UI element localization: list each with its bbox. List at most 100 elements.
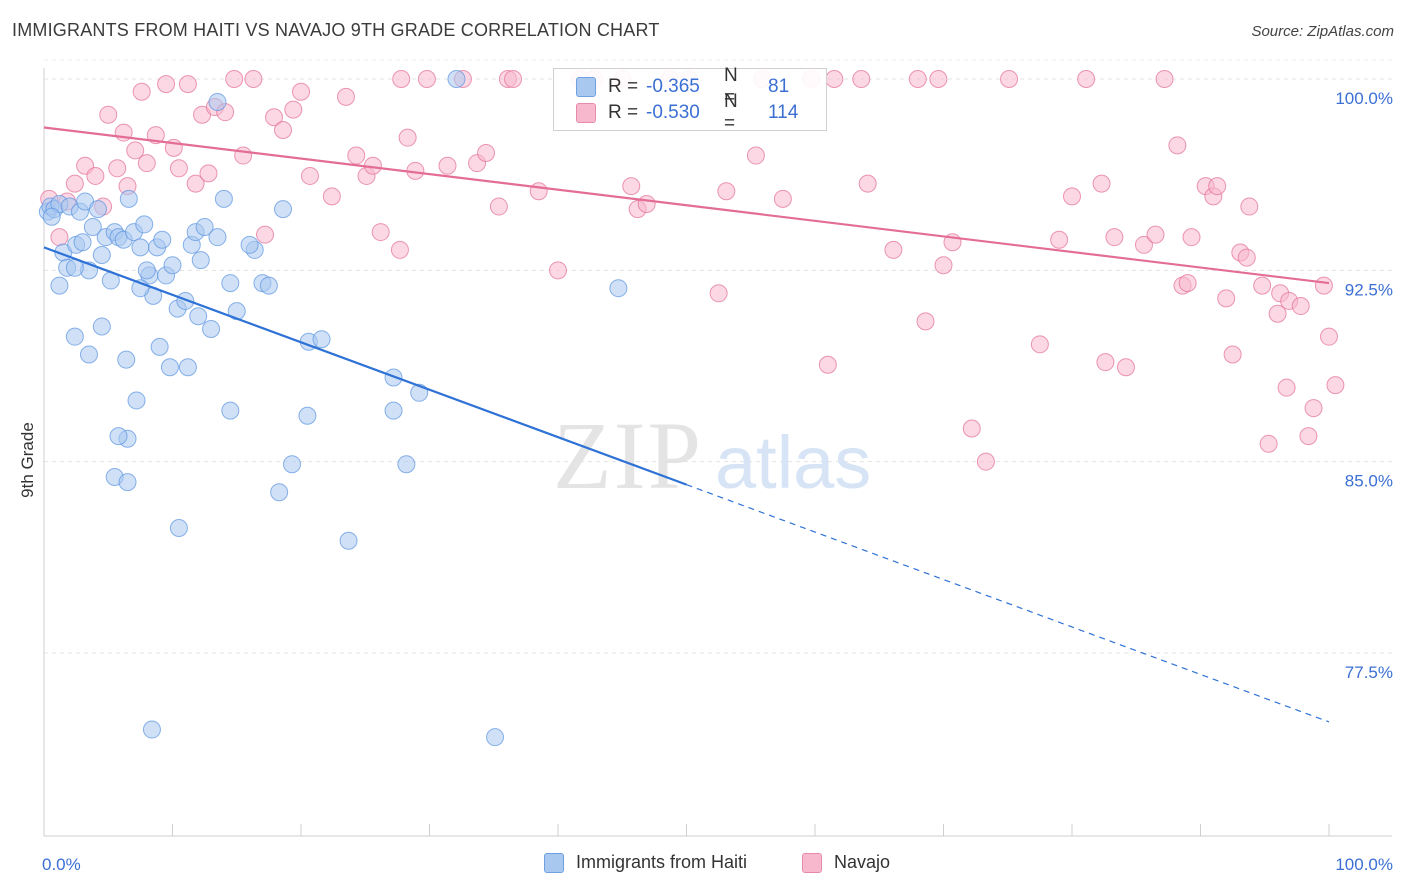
data-point [118,473,137,492]
data-point [42,207,61,226]
data-point [1217,289,1236,308]
data-point [83,217,102,236]
data-point [208,92,227,111]
data-point [825,70,844,88]
data-point [1223,345,1242,364]
data-point [1259,434,1278,453]
data-point [637,195,656,214]
data-point [397,455,416,474]
data-point [99,105,118,124]
data-point [1299,427,1318,446]
data-point [447,70,466,88]
data-point [178,358,197,377]
data-point [199,164,218,183]
data-point [283,455,302,474]
data-point [259,276,278,295]
data-point [92,317,111,336]
data-point [300,166,319,185]
watermark-atlas: atlas [715,421,871,504]
legend-n-label: N = [724,91,738,134]
data-point [117,350,136,369]
data-point [336,87,355,106]
watermark-zip: ZIP [553,402,703,509]
data-point [818,355,837,374]
data-point [1077,70,1096,88]
data-point [1237,248,1256,267]
data-point [127,391,146,410]
data-point [240,235,259,254]
data-point [137,154,156,173]
legend-label-navajo: Navajo [834,852,891,872]
data-point [186,174,205,193]
legend-r-value: -0.365 [646,76,700,97]
data-point [609,279,628,298]
x-tick-label: 100.0% [1335,855,1393,874]
data-point [150,337,169,356]
data-point [1182,228,1201,247]
data-point [65,327,84,346]
data-point [131,238,150,257]
chart-title: IMMIGRANTS FROM HAITI VS NAVAJO 9TH GRAD… [12,20,660,40]
data-point [126,141,145,160]
legend-r-label: R = [608,76,639,97]
data-point [477,143,496,162]
x-tick-label: 0.0% [42,855,81,874]
legend-n-value: 81 [768,76,790,97]
data-point [92,246,111,265]
data-point [1240,197,1259,216]
data-point [153,230,172,249]
data-point [284,100,303,119]
data-point [746,146,765,165]
data-point [709,284,728,303]
legend-r-value: -0.530 [646,102,700,123]
data-point [438,156,457,175]
trend-line-extension [686,484,1330,723]
data-point [270,483,289,502]
legend-item-navajo[interactable]: Navajo [802,852,890,873]
data-point [157,75,176,94]
legend-n-value: 114 [768,102,799,123]
data-point [1092,174,1111,193]
data-point [1030,335,1049,354]
data-point [1000,70,1019,88]
data-point [1050,230,1069,249]
data-point [1116,358,1135,377]
data-point [929,70,948,88]
data-point [65,174,84,193]
data-point [339,531,358,550]
legend-item-haiti[interactable]: Immigrants from Haiti [544,852,747,873]
legend-swatch-haiti [576,77,596,97]
stats-legend: R = -0.365 N = 81 R = -0.530 N = 114 [553,65,827,134]
data-point [1178,274,1197,293]
data-point [195,217,214,236]
data-point [79,345,98,364]
data-point [178,75,197,94]
data-point [347,146,366,165]
legend-r-label: R = [608,102,639,123]
data-point [529,182,548,201]
data-point [265,108,284,127]
legend-row-haiti: R = -0.365 N = 81 [576,65,790,108]
data-point [108,159,127,178]
data-point [88,200,107,219]
data-point [86,166,105,185]
data-point [132,82,151,101]
data-point [142,720,161,739]
data-point [773,189,792,208]
watermark: ZIP atlas [553,402,871,509]
data-point [549,261,567,280]
data-point [962,419,981,438]
data-point [256,225,275,244]
data-point [225,70,244,88]
data-point [234,146,253,165]
legend-swatch-navajo [802,852,822,873]
data-point [1314,276,1333,295]
data-point [390,240,409,259]
data-point [137,261,156,280]
data-point [169,159,188,178]
data-point [146,126,165,145]
data-point [163,256,182,275]
data-point [244,70,263,88]
data-point [274,200,293,219]
legend-label-haiti: Immigrants from Haiti [576,852,748,872]
